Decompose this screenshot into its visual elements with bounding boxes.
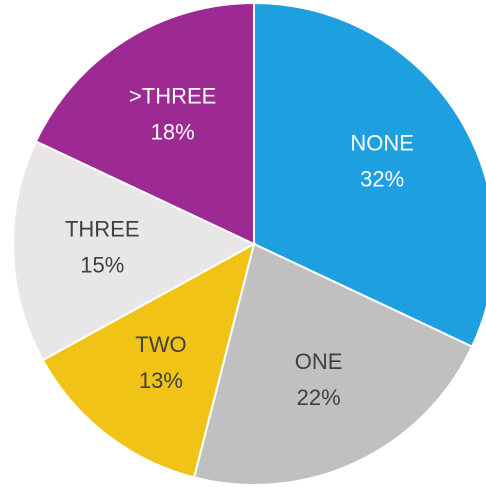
slice-label: TWO xyxy=(135,332,186,357)
slice-label: NONE xyxy=(350,130,414,155)
pie-slice xyxy=(253,1,486,348)
slice-value-label: 22% xyxy=(297,385,341,410)
pie-slice xyxy=(192,242,474,486)
slice-label: THREE xyxy=(65,217,140,242)
slice-label: ONE xyxy=(295,349,343,374)
pie-slice xyxy=(34,1,255,246)
pie-slice xyxy=(12,140,257,362)
slice-value-label: 15% xyxy=(80,253,124,278)
slice-value-label: 18% xyxy=(151,120,195,145)
slice-value-label: 13% xyxy=(139,368,183,393)
pie-slice xyxy=(41,242,256,479)
slice-value-label: 32% xyxy=(360,166,404,191)
slice-label: >THREE xyxy=(129,84,216,109)
